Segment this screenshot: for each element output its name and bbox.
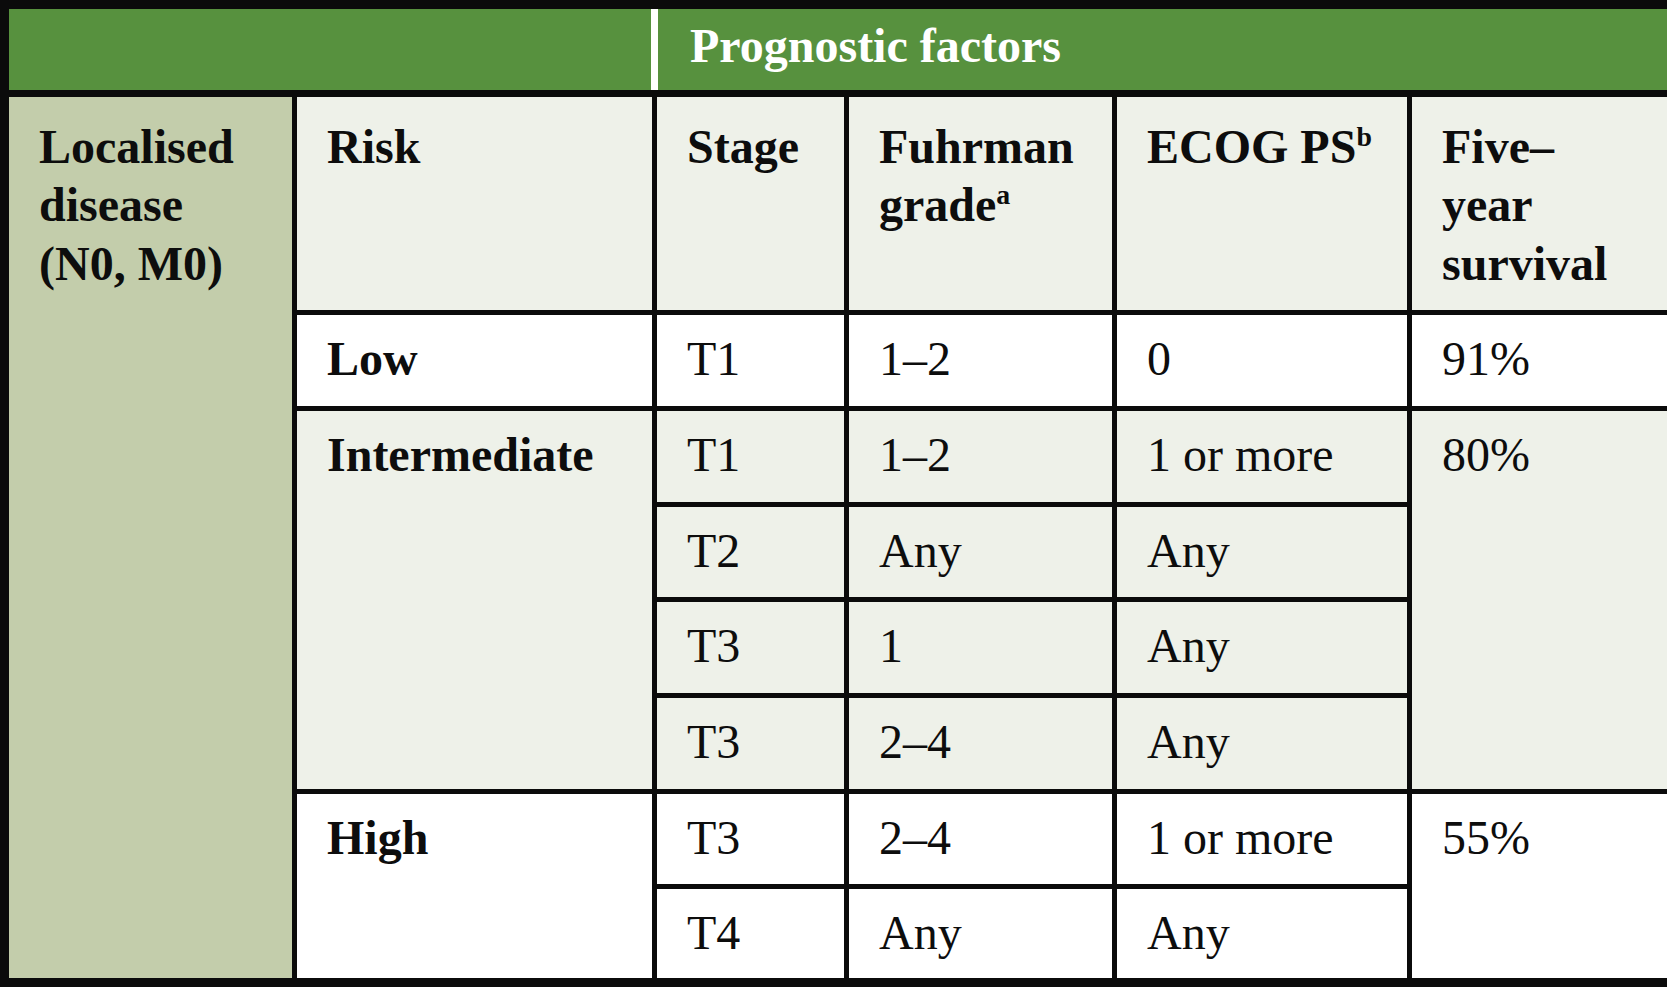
banner-row: Prognostic factors: [5, 5, 1667, 94]
prognostic-risk-table: Prognostic factors Localised disease (N0…: [0, 0, 1667, 987]
header-localised-disease: Localised disease (N0, M0): [5, 93, 295, 982]
stage-cell: T1: [655, 408, 847, 504]
ecog-cell: 1 or more: [1115, 791, 1410, 887]
header-five-year-survival: Five–year survival: [1410, 93, 1667, 313]
fuhrman-cell: Any: [847, 504, 1115, 600]
header-fuhrman-grade-label: Fuhrman grade: [879, 120, 1074, 232]
header-stage: Stage: [655, 93, 847, 313]
header-fuhrman-grade: Fuhrman gradea: [847, 93, 1115, 313]
ecog-cell: 1 or more: [1115, 408, 1410, 504]
header-ecog-ps: ECOG PSb: [1115, 93, 1410, 313]
fuhrman-cell: Any: [847, 887, 1115, 983]
risk-cell-intermediate: Intermediate: [295, 408, 655, 791]
ecog-cell: 0: [1115, 313, 1410, 409]
footnote-marker-b: b: [1356, 121, 1371, 152]
survival-cell-intermediate: 80%: [1410, 408, 1667, 791]
footnote-marker-a: a: [996, 179, 1010, 210]
fuhrman-cell: 2–4: [847, 791, 1115, 887]
stage-cell: T1: [655, 313, 847, 409]
risk-cell-high: High: [295, 791, 655, 982]
fuhrman-cell: 1–2: [847, 313, 1115, 409]
fuhrman-cell: 1–2: [847, 408, 1115, 504]
fuhrman-cell: 2–4: [847, 695, 1115, 791]
risk-cell-low: Low: [295, 313, 655, 409]
stage-cell: T3: [655, 600, 847, 696]
stage-cell: T4: [655, 887, 847, 983]
stage-cell: T3: [655, 695, 847, 791]
banner-empty-cell: [5, 5, 655, 94]
fuhrman-cell: 1: [847, 600, 1115, 696]
stage-cell: T2: [655, 504, 847, 600]
header-ecog-ps-label: ECOG PS: [1147, 120, 1356, 173]
ecog-cell: Any: [1115, 695, 1410, 791]
ecog-cell: Any: [1115, 600, 1410, 696]
column-header-row: Localised disease (N0, M0) Risk Stage Fu…: [5, 93, 1667, 313]
stage-cell: T3: [655, 791, 847, 887]
header-risk: Risk: [295, 93, 655, 313]
survival-cell-high: 55%: [1410, 791, 1667, 982]
survival-cell-low: 91%: [1410, 313, 1667, 409]
ecog-cell: Any: [1115, 887, 1410, 983]
ecog-cell: Any: [1115, 504, 1410, 600]
banner-title: Prognostic factors: [655, 5, 1667, 94]
